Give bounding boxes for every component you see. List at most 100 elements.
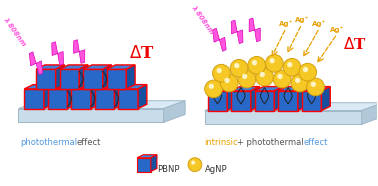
Circle shape [252, 60, 257, 65]
Polygon shape [19, 101, 185, 109]
Circle shape [283, 58, 301, 76]
Polygon shape [67, 85, 76, 109]
Polygon shape [60, 69, 79, 89]
Polygon shape [74, 40, 85, 63]
Circle shape [220, 74, 238, 92]
Text: Ag⁺: Ag⁺ [279, 21, 293, 27]
Polygon shape [95, 85, 123, 89]
Polygon shape [278, 86, 307, 91]
Polygon shape [274, 86, 283, 110]
Text: + photothermal: + photothermal [237, 138, 304, 147]
Polygon shape [79, 65, 88, 89]
Text: effect: effect [304, 138, 328, 147]
Polygon shape [36, 69, 56, 89]
Polygon shape [302, 86, 330, 91]
Circle shape [225, 78, 230, 83]
Circle shape [287, 62, 293, 67]
Circle shape [217, 68, 222, 73]
Polygon shape [29, 52, 43, 75]
Polygon shape [107, 69, 126, 89]
Polygon shape [255, 91, 274, 110]
Text: intrinsic: intrinsic [205, 138, 239, 147]
Polygon shape [118, 85, 147, 89]
Circle shape [242, 74, 247, 79]
Polygon shape [251, 86, 260, 110]
Polygon shape [36, 65, 65, 69]
Circle shape [291, 74, 309, 92]
Polygon shape [151, 155, 157, 171]
Circle shape [307, 78, 324, 96]
Polygon shape [83, 69, 103, 89]
Circle shape [234, 63, 240, 68]
Polygon shape [231, 20, 243, 44]
Text: PBNP: PBNP [156, 165, 179, 174]
Text: Ag⁺: Ag⁺ [330, 27, 344, 33]
Text: λ 808nm: λ 808nm [191, 4, 215, 36]
Text: Ag⁺: Ag⁺ [312, 21, 327, 27]
Polygon shape [278, 91, 298, 110]
Circle shape [265, 54, 283, 72]
Polygon shape [56, 65, 65, 89]
Polygon shape [249, 18, 260, 42]
Text: effect: effect [76, 138, 101, 147]
Circle shape [277, 74, 283, 79]
Polygon shape [362, 103, 378, 124]
Polygon shape [255, 86, 283, 91]
Circle shape [295, 78, 300, 83]
Text: AgNP: AgNP [205, 165, 227, 174]
Polygon shape [126, 65, 135, 89]
Polygon shape [164, 101, 185, 122]
Polygon shape [91, 85, 100, 109]
Text: λ 808nm: λ 808nm [2, 16, 26, 47]
Circle shape [230, 59, 248, 77]
Polygon shape [208, 86, 236, 91]
Polygon shape [213, 28, 226, 51]
Circle shape [209, 84, 214, 89]
Polygon shape [208, 91, 227, 110]
Polygon shape [137, 158, 151, 171]
Polygon shape [48, 89, 67, 109]
Polygon shape [231, 86, 260, 91]
Polygon shape [118, 89, 138, 109]
Polygon shape [231, 91, 251, 110]
Polygon shape [83, 65, 112, 69]
Polygon shape [103, 65, 112, 89]
Polygon shape [95, 89, 115, 109]
Circle shape [311, 82, 316, 87]
Circle shape [205, 80, 222, 98]
Circle shape [273, 70, 291, 88]
Circle shape [248, 57, 265, 74]
Text: $\Delta$T: $\Delta$T [343, 36, 367, 52]
Text: $\Delta$T: $\Delta$T [129, 45, 155, 62]
Circle shape [191, 161, 195, 165]
Polygon shape [137, 155, 157, 158]
Text: photothermal: photothermal [20, 138, 77, 147]
Polygon shape [71, 89, 91, 109]
Circle shape [260, 72, 265, 77]
Polygon shape [302, 91, 321, 110]
Circle shape [299, 63, 316, 81]
Polygon shape [298, 86, 307, 110]
Polygon shape [60, 65, 88, 69]
Circle shape [212, 64, 230, 82]
Polygon shape [24, 85, 53, 89]
Circle shape [256, 68, 273, 86]
Polygon shape [205, 110, 362, 124]
Circle shape [238, 70, 256, 88]
Text: Ag⁺: Ag⁺ [295, 17, 309, 23]
Circle shape [303, 67, 308, 72]
Polygon shape [71, 85, 100, 89]
Polygon shape [138, 85, 147, 109]
Polygon shape [107, 65, 135, 69]
Polygon shape [227, 86, 236, 110]
Polygon shape [115, 85, 123, 109]
Polygon shape [52, 42, 64, 65]
Polygon shape [205, 103, 378, 110]
Polygon shape [44, 85, 53, 109]
Polygon shape [48, 85, 76, 89]
Circle shape [270, 58, 275, 63]
Circle shape [188, 158, 202, 171]
Polygon shape [19, 109, 164, 122]
Polygon shape [321, 86, 330, 110]
Polygon shape [24, 89, 44, 109]
